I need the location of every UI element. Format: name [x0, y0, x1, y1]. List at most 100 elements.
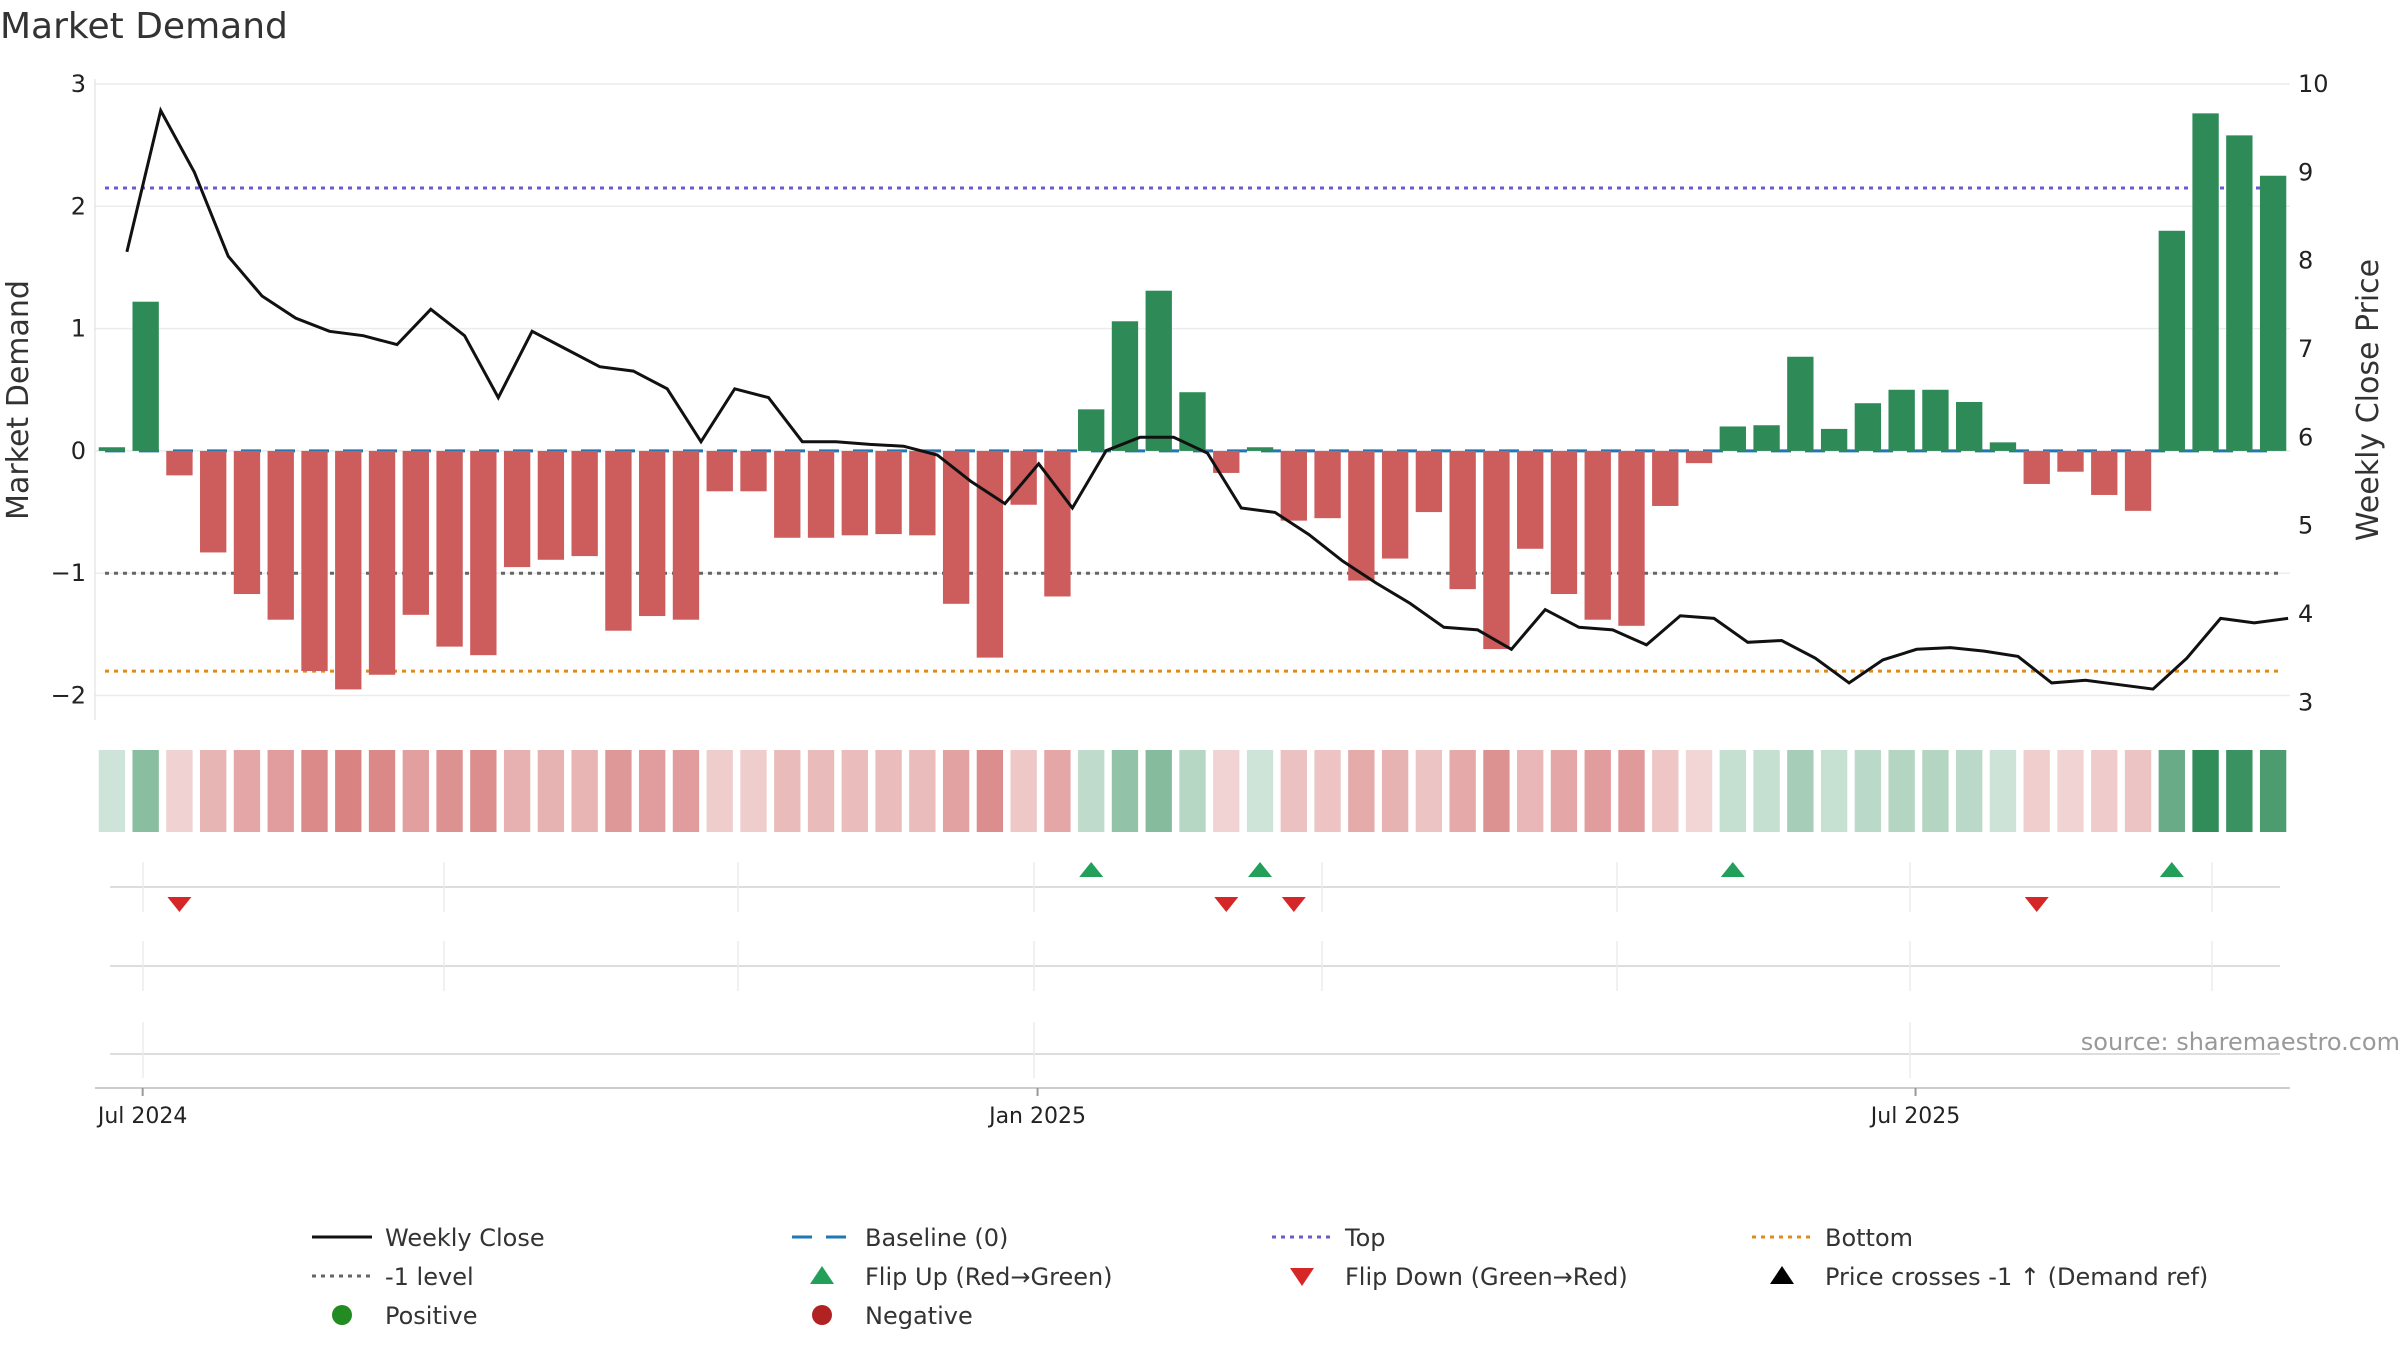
demand-bar — [1348, 450, 1375, 581]
legend-item: Weekly Close — [312, 1224, 545, 1252]
demand-bar — [1719, 426, 1746, 451]
heat-cell — [1517, 750, 1544, 832]
demand-bar — [774, 450, 801, 538]
flip-down-marker — [1281, 897, 1306, 912]
demand-bar — [1989, 442, 2017, 451]
y2-tick-label: 10 — [2298, 70, 2329, 98]
flip-down-marker — [1214, 897, 1239, 912]
weekly-close-line — [125, 106, 2289, 691]
heat-cell — [1415, 750, 1443, 832]
heat-cell — [233, 750, 261, 832]
demand-bar — [1584, 450, 1611, 620]
legend-item: -1 level — [312, 1263, 474, 1291]
x-tick-label: Jan 2025 — [987, 1104, 1086, 1129]
demand-bar — [2259, 175, 2287, 451]
heat-cell — [740, 750, 767, 832]
demand-bar — [1820, 428, 1848, 451]
demand-bars — [98, 113, 2287, 690]
legend-label: Top — [1344, 1224, 1386, 1252]
demand-bar — [1111, 321, 1139, 451]
demand-bar — [1787, 356, 1814, 451]
heat-cell — [807, 750, 835, 832]
demand-bar — [1685, 450, 1713, 464]
legend-item: Baseline (0) — [792, 1224, 1008, 1252]
legend-item: Price crosses -1 ↑ (Demand ref) — [1770, 1263, 2208, 1291]
demand-bar — [740, 450, 767, 492]
heat-cell — [1719, 750, 1746, 832]
flip-up-marker — [1248, 862, 1273, 877]
heat-cell — [1111, 750, 1139, 832]
heat-cell — [1145, 750, 1172, 832]
heat-cell — [1989, 750, 2017, 832]
y2-axis-title: Weekly Close Price — [2351, 259, 2386, 541]
demand-bar — [1449, 450, 1476, 590]
heat-cell — [1010, 750, 1037, 832]
flip-signal-panel — [110, 862, 2280, 1078]
demand-bar — [166, 450, 193, 476]
demand-bar — [1381, 450, 1409, 559]
demand-bar — [639, 450, 666, 617]
demand-bar — [706, 450, 733, 492]
demand-bar — [909, 450, 936, 536]
heat-cell — [1787, 750, 1814, 832]
demand-bar — [368, 450, 396, 675]
legend-swatch — [1770, 1266, 1794, 1284]
y2-tick-label: 4 — [2298, 600, 2313, 628]
heat-cell — [2226, 750, 2253, 832]
legend-label: Positive — [385, 1302, 478, 1330]
heat-cell — [1584, 750, 1611, 832]
demand-bar — [1213, 450, 1240, 473]
heat-cell — [1753, 750, 1780, 832]
demand-bar — [2023, 450, 2050, 484]
demand-bar — [2192, 113, 2219, 451]
heat-cell — [672, 750, 700, 832]
flip-up-marker — [2159, 862, 2184, 877]
heat-cell — [2091, 750, 2118, 832]
y-tick-label: 3 — [71, 70, 86, 98]
source-label: source: sharemaestro.com — [2081, 1028, 2400, 1056]
y2-tick-label: 6 — [2298, 423, 2313, 451]
legend-label: Negative — [865, 1302, 973, 1330]
demand-bar — [1280, 450, 1307, 521]
legend-label: Flip Down (Green→Red) — [1345, 1263, 1628, 1291]
heat-cell — [1314, 750, 1341, 832]
y2-tick-label: 7 — [2298, 335, 2313, 363]
demand-bar — [1010, 450, 1037, 505]
legend-label: -1 level — [385, 1263, 474, 1291]
demand-bar — [1888, 389, 1915, 451]
demand-bar — [1956, 402, 1983, 451]
legend: Weekly Close Baseline (0) Top Bottom -1 leve… — [312, 1224, 2208, 1330]
demand-bar — [402, 450, 429, 615]
demand-bar — [672, 450, 700, 620]
heat-cell — [1449, 750, 1476, 832]
heat-cell — [1652, 750, 1679, 832]
demand-bar — [807, 450, 835, 538]
heat-cell — [1820, 750, 1848, 832]
heat-cell — [774, 750, 801, 832]
heat-cell — [132, 750, 159, 832]
flip-up-marker — [1079, 862, 1104, 877]
heat-cell — [1550, 750, 1578, 832]
chart-title: Market Demand — [0, 6, 288, 47]
y-tick-label: 1 — [71, 315, 86, 343]
demand-bar — [1854, 403, 1882, 451]
heat-cell — [1381, 750, 1409, 832]
heat-cell — [605, 750, 632, 832]
demand-bar — [2057, 450, 2084, 472]
heat-cell — [537, 750, 565, 832]
demand-bar — [335, 450, 362, 690]
demand-bar — [976, 450, 1004, 658]
heat-cell — [1044, 750, 1071, 832]
y2-tick-label: 5 — [2298, 512, 2313, 540]
legend-label: Weekly Close — [385, 1224, 545, 1252]
y-tick-label: 0 — [71, 437, 86, 465]
demand-bar — [470, 450, 497, 656]
demand-bar — [200, 450, 227, 553]
demand-bar — [1246, 447, 1274, 451]
demand-bar — [2226, 135, 2253, 451]
heat-cell — [2158, 750, 2185, 832]
y-tick-label: 2 — [71, 192, 86, 220]
heat-cell — [402, 750, 429, 832]
demand-bar — [503, 450, 531, 568]
legend-item: Top — [1272, 1224, 1386, 1252]
